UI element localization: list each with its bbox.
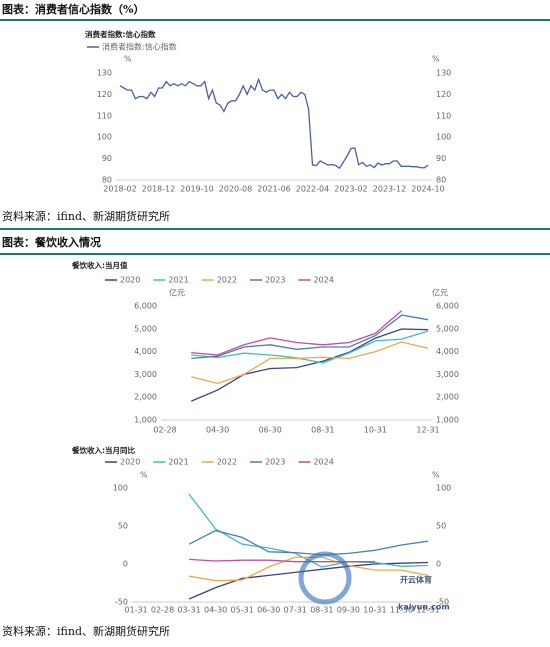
series-line bbox=[191, 341, 429, 385]
x-tick-label: 04-30 bbox=[206, 426, 229, 435]
series-line bbox=[188, 529, 429, 556]
series-line bbox=[191, 328, 429, 402]
source: 资料来源：ifind、新湖期货研究所 bbox=[2, 209, 170, 223]
x-tick-label: 06-30 bbox=[257, 606, 280, 615]
x-tick-label: 2020-08 bbox=[219, 185, 252, 194]
x-tick-label: 05-31 bbox=[231, 606, 254, 615]
x-tick-label: 08-31 bbox=[310, 606, 333, 615]
y-tick-label: 6,000 bbox=[134, 302, 157, 311]
x-tick-label: 10-31 bbox=[364, 426, 387, 435]
y-tick-label: 3,000 bbox=[134, 370, 157, 379]
x-tick-label: 11-30 bbox=[390, 606, 413, 615]
y-unit: % bbox=[432, 471, 440, 480]
y-unit: % bbox=[124, 55, 132, 64]
series-line bbox=[119, 77, 429, 170]
legend-label: 2023 bbox=[265, 276, 285, 285]
y-tick-label: 100 bbox=[97, 133, 112, 142]
series-line bbox=[188, 561, 429, 600]
y-tick-label: 0 bbox=[123, 560, 128, 569]
y-tick-label: 50 bbox=[118, 522, 128, 531]
y2-tick-label: 1,000 bbox=[436, 416, 459, 425]
legend-label: 2020 bbox=[120, 276, 140, 285]
legend-label: 2021 bbox=[168, 276, 188, 285]
legend-label: 2024 bbox=[313, 458, 333, 467]
x-tick-label: 08-31 bbox=[311, 426, 334, 435]
y2-tick-label: 0 bbox=[436, 560, 441, 569]
y-tick-label: 80 bbox=[102, 176, 112, 185]
y2-tick-label: 3,000 bbox=[436, 370, 459, 379]
x-tick-label: 12-31 bbox=[416, 606, 439, 615]
x-tick-label: 2021-06 bbox=[257, 185, 290, 194]
watermark-url: kaiyun.com bbox=[398, 603, 450, 612]
y-unit: % bbox=[140, 471, 148, 480]
x-tick-label: 06-30 bbox=[259, 426, 282, 435]
series-line bbox=[188, 493, 429, 568]
y-tick-label: 1,000 bbox=[134, 416, 157, 425]
y2-tick-label: 5,000 bbox=[436, 324, 459, 333]
legend-label: 2022 bbox=[217, 458, 237, 467]
y2-tick-label: 50 bbox=[436, 522, 446, 531]
series-line bbox=[191, 314, 429, 360]
x-tick-label: 2018-12 bbox=[142, 185, 175, 194]
legend-label: 消费者指数:信心指数 bbox=[102, 42, 177, 52]
y2-tick-label: 100 bbox=[436, 133, 451, 142]
y-tick-label: 110 bbox=[97, 111, 112, 120]
source: 资料来源：ifind、新湖期货研究所 bbox=[2, 624, 170, 638]
x-tick-label: 12-31 bbox=[416, 426, 439, 435]
y2-tick-label: 80 bbox=[436, 176, 446, 185]
series-line bbox=[188, 556, 429, 582]
y-tick-label: 100 bbox=[113, 484, 128, 493]
x-tick-label: 10-31 bbox=[363, 606, 386, 615]
heading: 图表：餐饮收入情况 bbox=[2, 235, 101, 249]
x-tick-label: 2018-02 bbox=[103, 185, 136, 194]
x-tick-label: 01-31 bbox=[124, 606, 147, 615]
y2-tick-label: 2,000 bbox=[436, 393, 459, 402]
x-tick-label: 04-30 bbox=[204, 606, 227, 615]
x-tick-label: 2023-02 bbox=[334, 185, 367, 194]
y-tick-label: 130 bbox=[97, 69, 112, 78]
y-unit: 亿元 bbox=[432, 288, 448, 298]
y-tick-label: -50 bbox=[115, 598, 128, 607]
x-tick-label: 02-28 bbox=[153, 426, 176, 435]
series-line bbox=[191, 330, 429, 364]
y-tick-label: 120 bbox=[97, 90, 112, 99]
chart-title: 消费者指数:信心指数 bbox=[85, 29, 156, 39]
x-tick-label: 2024-10 bbox=[411, 185, 444, 194]
watermark-title: 开云体育 bbox=[400, 575, 432, 585]
series-line bbox=[189, 558, 375, 563]
legend-label: 2024 bbox=[313, 276, 333, 285]
y2-tick-label: 6,000 bbox=[436, 302, 459, 311]
y2-tick-label: 4,000 bbox=[436, 347, 459, 356]
y-unit: 亿元 bbox=[169, 288, 185, 298]
y-unit: % bbox=[432, 55, 440, 64]
y2-tick-label: -50 bbox=[436, 598, 449, 607]
x-tick-label: 2019-10 bbox=[180, 185, 213, 194]
chart-title: 餐饮收入:当月值 bbox=[71, 260, 128, 270]
watermark-logo bbox=[298, 551, 352, 605]
x-tick-label: 07-31 bbox=[284, 606, 307, 615]
legend-label: 2021 bbox=[168, 458, 188, 467]
legend-label: 2020 bbox=[120, 458, 140, 467]
y2-tick-label: 110 bbox=[436, 111, 451, 120]
y2-tick-label: 120 bbox=[436, 90, 451, 99]
series-line bbox=[191, 310, 403, 356]
y-tick-label: 5,000 bbox=[134, 324, 157, 333]
y2-tick-label: 100 bbox=[436, 484, 451, 493]
y-tick-label: 90 bbox=[102, 154, 112, 163]
y-tick-label: 4,000 bbox=[134, 347, 157, 356]
heading: 图表：消费者信心指数（%） bbox=[2, 2, 144, 16]
x-tick-label: 2022-04 bbox=[296, 185, 329, 194]
chart-title: 餐饮收入:当月同比 bbox=[71, 445, 135, 455]
x-tick-label: 2023-12 bbox=[373, 185, 406, 194]
y2-tick-label: 90 bbox=[436, 154, 446, 163]
x-tick-label: 03-31 bbox=[177, 606, 200, 615]
legend-label: 2023 bbox=[265, 458, 285, 467]
legend-label: 2022 bbox=[217, 276, 237, 285]
x-tick-label: 09-30 bbox=[337, 606, 360, 615]
y-tick-label: 2,000 bbox=[134, 393, 157, 402]
y2-tick-label: 130 bbox=[436, 69, 451, 78]
x-tick-label: 02-28 bbox=[151, 606, 174, 615]
